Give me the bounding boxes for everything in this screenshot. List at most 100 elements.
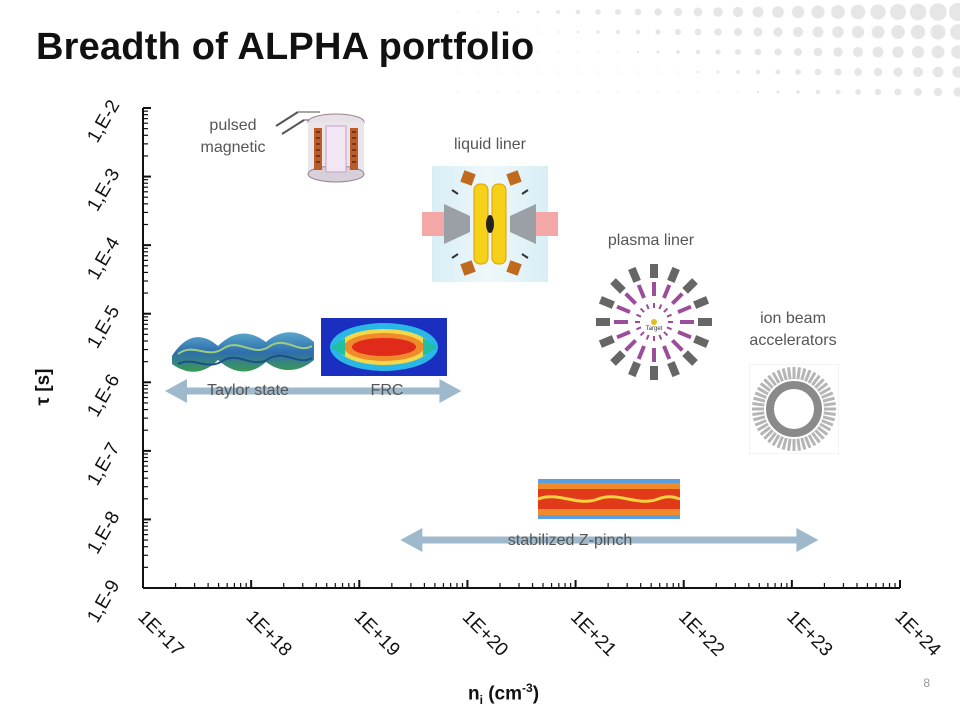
decor-dot: [676, 50, 680, 54]
ion-beam-spoke: [792, 439, 796, 451]
range-arrow-head-left: [400, 528, 423, 552]
plasma-gun: [596, 318, 610, 326]
decor-dot: [675, 29, 681, 35]
plasma-jet-beam: [680, 320, 694, 324]
plasma-jet-beam: [652, 282, 656, 296]
label-liquid-liner: liquid liner: [453, 136, 527, 153]
plasma-gun: [628, 266, 641, 283]
plasma-jet-tip: [653, 303, 655, 308]
ion-beam-spoke: [752, 402, 765, 407]
plasma-jet-beam: [662, 345, 672, 360]
decor-dot: [537, 31, 539, 33]
decor-dot: [893, 67, 903, 77]
x-tick-label: 1E+23: [782, 607, 836, 661]
label-pulsed-magnetic: pulsed magnetic: [200, 117, 266, 156]
decor-dot: [616, 30, 620, 34]
decor-dot: [677, 71, 679, 73]
ion-beam-spoke: [756, 386, 769, 396]
ion-beam-spoke: [759, 426, 772, 436]
decor-dot: [477, 11, 479, 13]
decor-dot: [617, 71, 619, 73]
decor-dot: [635, 29, 641, 35]
plasma-jet-tip: [653, 336, 655, 341]
decor-dot: [756, 90, 760, 94]
decor-dot: [850, 4, 866, 20]
decor-dot: [654, 8, 662, 16]
ion-beam-spoke: [754, 419, 767, 427]
ion-beam-spoke: [771, 434, 781, 447]
plasma-jet-tip: [668, 321, 673, 323]
y-tick-label: 1,E-6: [83, 371, 124, 421]
decor-dot: [457, 11, 459, 13]
decor-dot: [949, 3, 960, 21]
decor-dot: [855, 89, 861, 95]
decor-dot: [736, 70, 740, 74]
decor-dot: [794, 48, 802, 56]
decor-dot: [557, 91, 559, 93]
ion-beam-spoke: [800, 437, 807, 450]
plasma-jet: [596, 318, 640, 326]
decor-dot: [477, 51, 479, 53]
plasma-jet: [650, 336, 658, 380]
plasma-jet-beam: [616, 330, 631, 340]
decor-dot: [717, 91, 719, 93]
y-tick-label: 1,E-8: [83, 508, 124, 558]
y-tick-label: 1,E-3: [83, 165, 124, 215]
decor-dot: [497, 11, 499, 13]
decor-dot: [891, 25, 905, 39]
decor-dot: [696, 70, 700, 74]
decor-dot: [517, 71, 519, 73]
decor-dot: [673, 7, 683, 17]
ion-beam-spoke: [781, 437, 788, 450]
plasma-jet-tip: [658, 334, 663, 340]
decor-dot: [894, 88, 902, 96]
plasma-jet-tip: [666, 313, 672, 318]
decor-dot: [557, 71, 559, 73]
x-tick-label: 1E+20: [458, 607, 512, 661]
decor-dot: [951, 45, 960, 59]
decor-dot: [497, 91, 499, 93]
ion-beam-spoke: [807, 434, 817, 447]
label-stabilized-z-pinch: stabilized Z-pinch: [507, 532, 633, 549]
decor-dot: [832, 26, 844, 38]
decor-dot: [754, 48, 762, 56]
decor-dot: [929, 3, 947, 21]
decor-dot: [655, 29, 661, 35]
plasma-gun: [667, 361, 680, 378]
decor-dot: [477, 91, 479, 93]
ion-beam-spoke: [811, 431, 821, 444]
decor-dot: [854, 68, 862, 76]
decor-dot: [695, 49, 701, 55]
decor-dot: [713, 7, 723, 17]
decor-dot: [752, 6, 764, 18]
decor-dot: [792, 26, 804, 38]
ion-beam-spoke: [752, 411, 765, 416]
plasma-jet-beam: [636, 345, 646, 360]
decor-dot: [597, 71, 599, 73]
decor-dot: [516, 10, 520, 14]
decor-dot: [537, 51, 539, 53]
ion-beam-spoke: [792, 367, 796, 379]
ion-beam-spoke: [776, 436, 784, 449]
plasma-jet: [650, 264, 658, 308]
page-number: 8: [923, 676, 930, 690]
decor-dot: [755, 69, 761, 75]
decor-dot: [697, 91, 699, 93]
decor-dot: [930, 24, 946, 40]
decor-dot: [931, 45, 945, 59]
decor-dot: [477, 71, 479, 73]
decor-dot: [477, 31, 479, 33]
plasma-jet: [663, 278, 698, 313]
y-tick-label: 1,E-4: [83, 233, 124, 283]
x-axis-label: ni (cm-3): [468, 681, 540, 708]
frc-image: [321, 318, 447, 376]
chart-ticks: [142, 107, 901, 589]
y-axis-label: τ [s]: [33, 368, 54, 406]
decor-dot: [637, 91, 639, 93]
plasma-gun: [650, 366, 658, 380]
decor-dot: [815, 89, 821, 95]
ion-beam-spoke: [754, 391, 767, 399]
taylor-frc-range-arrow: [165, 379, 462, 403]
decor-dot: [851, 25, 865, 39]
